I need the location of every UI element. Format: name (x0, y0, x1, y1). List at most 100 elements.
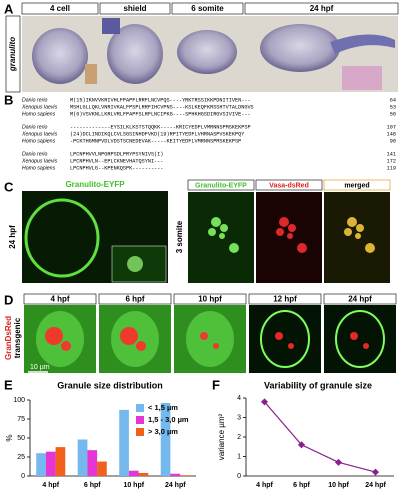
row-label: 24 hpf (8, 225, 17, 249)
point (297, 441, 306, 449)
x-tick-label: 6 hpf (84, 482, 101, 489)
residue-count: 64 (390, 97, 396, 103)
residue-count: 119 (387, 165, 396, 171)
residue-count: 107 (387, 124, 396, 130)
header-box (171, 2, 244, 15)
y-tick-label: 1 (237, 453, 241, 460)
x-tick-label: 4 hpf (256, 482, 273, 489)
y-axis-label: variance µm² (217, 413, 226, 460)
species: Homo sapiens (22, 138, 56, 144)
inset (85, 64, 97, 84)
granule (200, 332, 208, 340)
granule-cluster (127, 256, 143, 272)
column-header: 6 hpf (125, 295, 144, 304)
panel-label: C (4, 179, 14, 194)
embryo-outline (24, 198, 100, 278)
bar (160, 403, 171, 476)
panel-label: A (4, 1, 14, 16)
scale-bar-label: 10 µm (30, 364, 50, 371)
legend-swatch (136, 404, 144, 412)
column-header: shield (123, 4, 146, 13)
legend-label: < 1,5 µm (148, 403, 178, 412)
granule (276, 228, 284, 236)
header-box (323, 179, 391, 191)
granule (287, 233, 293, 239)
column-header: 4 hpf (50, 295, 69, 304)
column-header: Granulito-EYFP (65, 180, 125, 189)
embryo-image (260, 24, 340, 72)
sequence: (24)DCLINDIKQLCVLSGSINHDFVKD(19)RPITYEDF… (70, 131, 245, 137)
residue-count: 148 (387, 131, 396, 137)
panel-label: D (4, 292, 13, 307)
header-box (323, 293, 397, 305)
x-tick-label: 24 hpf (165, 482, 186, 489)
bar (87, 450, 98, 476)
inset (342, 66, 382, 90)
granule (275, 332, 283, 340)
panel-label: F (212, 377, 220, 392)
granule (350, 332, 358, 340)
line (264, 401, 376, 473)
granule (363, 343, 369, 349)
residue-count: 141 (387, 151, 396, 157)
granule (288, 343, 294, 349)
point (260, 398, 269, 406)
row-label: 3 somite (175, 220, 184, 253)
residue-count: 90 (390, 138, 396, 144)
embryo-image (177, 30, 237, 74)
bar (97, 461, 107, 476)
y-tick-label: 50 (17, 435, 25, 442)
granule (213, 343, 219, 349)
granule (344, 228, 352, 236)
granule (355, 233, 361, 239)
bar (36, 453, 46, 476)
micrograph (249, 305, 321, 373)
granule (120, 327, 138, 345)
header-box (255, 179, 323, 191)
sequence: -------------EYSILKLKSTSTQQKK-----KRICYE… (70, 124, 251, 130)
x-tick-label: 10 hpf (328, 482, 349, 489)
row-label: transgenic (13, 317, 22, 358)
column-header: 10 hpf (198, 295, 222, 304)
granule (365, 243, 375, 253)
chart-title: Granule size distribution (57, 380, 163, 390)
x-tick-label: 24 hpf (365, 482, 386, 489)
species: Homo sapiens (22, 165, 56, 171)
granule (211, 217, 221, 227)
panel-label: E (4, 377, 13, 392)
header-box (99, 2, 171, 15)
inset (102, 18, 120, 34)
granule (220, 224, 228, 232)
embryo-tail (330, 34, 395, 54)
x-tick-label: 6 hpf (293, 482, 310, 489)
granule (136, 341, 146, 351)
residue-count: 53 (390, 104, 396, 110)
y-tick-label: 4 (237, 395, 241, 402)
granule (279, 217, 289, 227)
granule (356, 224, 364, 232)
row-label: GranDsRed (4, 316, 13, 360)
granule (208, 228, 216, 236)
bar (138, 472, 149, 476)
panel-label: B (4, 92, 13, 107)
row-label-box (5, 15, 21, 93)
granule (229, 243, 239, 253)
embryo-image (107, 24, 163, 84)
granule (61, 341, 71, 351)
column-header: 24 hpf (310, 4, 334, 13)
cell (186, 311, 234, 367)
y-tick-label: 3 (237, 414, 241, 421)
sequence: -PCKTHGMNPVDLVDSTSCNEDEVAK-----KEITYEDFL… (70, 138, 241, 144)
bar (77, 439, 88, 476)
header-box (187, 179, 255, 191)
granule (347, 217, 357, 227)
species: Danio rerio (22, 124, 47, 130)
y-tick-label: 0 (237, 473, 241, 480)
micrograph (324, 305, 396, 373)
bar (55, 447, 66, 476)
bar (45, 451, 56, 476)
species: Danio rerio (22, 151, 47, 157)
species: Xenopus laevis (21, 131, 58, 137)
row-label: granulito (8, 37, 17, 72)
